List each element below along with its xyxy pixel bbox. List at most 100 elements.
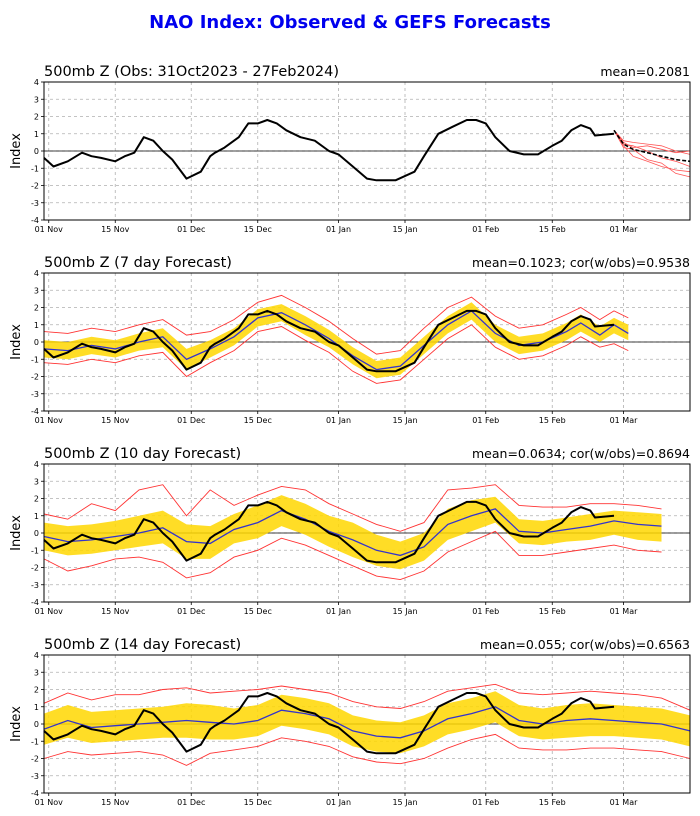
forecast-mean-line <box>613 129 691 163</box>
x-tick-label: 01 Nov <box>35 798 64 807</box>
y-tick-label: 0 <box>34 720 39 729</box>
x-tick-label: 01 Nov <box>35 416 64 425</box>
x-tick-label: 01 Feb <box>472 225 499 234</box>
y-tick-label: 1 <box>34 321 39 330</box>
y-tick-label: -2 <box>31 182 39 191</box>
x-tick-label: 01 Mar <box>610 225 639 234</box>
x-tick-label: 15 Nov <box>101 607 130 616</box>
spread-band <box>44 302 629 379</box>
x-tick-label: 15 Dec <box>244 225 272 234</box>
y-tick-label: 0 <box>34 147 39 156</box>
panel-2: 500mb Z (7 day Forecast) mean=0.1023; cor… <box>9 255 691 425</box>
x-tick-label: 15 Dec <box>244 416 272 425</box>
y-axis-label: Index <box>9 133 24 169</box>
x-tick-label: 15 Feb <box>539 416 566 425</box>
forecast-member-line <box>613 130 691 173</box>
x-tick-label: 01 Mar <box>610 416 639 425</box>
panel-stats: mean=0.1023; cor(w/obs)=0.9538 <box>472 255 690 270</box>
y-tick-label: -3 <box>31 199 39 208</box>
x-tick-label: 01 Jan <box>326 416 351 425</box>
x-tick-label: 01 Jan <box>326 225 351 234</box>
panel-title: 500mb Z (7 day Forecast) <box>44 255 232 271</box>
y-axis-label: Index <box>9 515 24 551</box>
y-tick-label: 3 <box>34 477 39 486</box>
x-tick-label: 15 Feb <box>539 225 566 234</box>
y-tick-label: -4 <box>31 216 39 225</box>
x-tick-label: 15 Jan <box>392 225 417 234</box>
y-tick-label: 3 <box>34 95 39 104</box>
x-tick-label: 01 Dec <box>177 225 205 234</box>
y-tick-label: -3 <box>31 581 39 590</box>
upper-bound-line <box>43 294 629 355</box>
y-tick-label: -4 <box>31 789 39 798</box>
x-tick-label: 01 Dec <box>177 798 205 807</box>
panel-4: 500mb Z (14 day Forecast) mean=0.055; cor… <box>9 637 691 807</box>
x-tick-label: 15 Dec <box>244 607 272 616</box>
panel-stats: mean=0.055; cor(w/obs)=0.6563 <box>480 637 690 652</box>
lower-bound-line <box>43 733 691 766</box>
y-tick-label: 0 <box>34 338 39 347</box>
y-tick-label: 2 <box>34 113 39 122</box>
panel-stats: mean=0.2081 <box>600 64 690 79</box>
y-tick-label: 3 <box>34 286 39 295</box>
forecast-member-line <box>613 130 691 167</box>
x-tick-label: 01 Nov <box>35 607 64 616</box>
x-tick-label: 01 Jan <box>326 607 351 616</box>
spread-band <box>44 495 662 570</box>
x-tick-label: 15 Nov <box>101 798 130 807</box>
panel-3: 500mb Z (10 day Forecast) mean=0.0634; co… <box>9 446 691 616</box>
y-tick-label: 2 <box>34 686 39 695</box>
observed-line <box>43 500 615 564</box>
y-tick-label: -4 <box>31 407 39 416</box>
x-tick-label: 01 Feb <box>472 607 499 616</box>
y-tick-label: 4 <box>34 460 39 469</box>
observed-line <box>43 692 615 755</box>
x-tick-label: 15 Jan <box>392 416 417 425</box>
x-tick-label: 15 Jan <box>392 798 417 807</box>
y-tick-label: 2 <box>34 495 39 504</box>
observed-line <box>43 119 615 182</box>
panel-title: 500mb Z (10 day Forecast) <box>44 446 241 462</box>
y-tick-label: 1 <box>34 703 39 712</box>
panel-stats: mean=0.0634; cor(w/obs)=0.8694 <box>472 446 690 461</box>
upper-bound-line <box>43 484 662 532</box>
upper-bound-line <box>43 683 691 711</box>
x-tick-label: 01 Nov <box>35 225 64 234</box>
observed-line <box>43 309 615 373</box>
y-axis-label: Index <box>9 324 24 360</box>
figure-title: NAO Index: Observed & GEFS Forecasts <box>149 12 551 33</box>
y-tick-label: 0 <box>34 529 39 538</box>
y-tick-label: 3 <box>34 668 39 677</box>
y-tick-label: -3 <box>31 390 39 399</box>
y-tick-label: 1 <box>34 130 39 139</box>
y-tick-label: -1 <box>31 164 39 173</box>
spread-band <box>44 691 690 754</box>
panel-title: 500mb Z (14 day Forecast) <box>44 637 241 653</box>
x-tick-label: 15 Feb <box>539 607 566 616</box>
x-tick-label: 01 Dec <box>177 607 205 616</box>
x-tick-label: 01 Mar <box>610 607 639 616</box>
y-tick-label: -2 <box>31 373 39 382</box>
x-tick-label: 15 Dec <box>244 798 272 807</box>
x-tick-label: 01 Feb <box>472 416 499 425</box>
forecast-member-line <box>613 130 691 178</box>
ensemble-mean-line <box>43 706 691 739</box>
y-tick-label: -3 <box>31 772 39 781</box>
x-tick-label: 15 Nov <box>101 416 130 425</box>
y-tick-label: -1 <box>31 737 39 746</box>
y-tick-label: -4 <box>31 598 39 607</box>
y-tick-label: 1 <box>34 512 39 521</box>
y-tick-label: 4 <box>34 651 39 660</box>
panel-1: 500mb Z (Obs: 31Oct2023 - 27Feb2024) mean… <box>9 64 691 234</box>
forecast-member-line <box>613 130 691 155</box>
y-tick-label: -2 <box>31 564 39 573</box>
x-tick-label: 01 Feb <box>472 798 499 807</box>
lower-bound-line <box>43 530 662 581</box>
x-tick-label: 01 Dec <box>177 416 205 425</box>
y-tick-label: -2 <box>31 755 39 764</box>
x-tick-label: 15 Nov <box>101 225 130 234</box>
ensemble-mean-line <box>43 508 662 557</box>
panel-title: 500mb Z (Obs: 31Oct2023 - 27Feb2024) <box>44 64 339 80</box>
x-tick-label: 01 Jan <box>326 798 351 807</box>
